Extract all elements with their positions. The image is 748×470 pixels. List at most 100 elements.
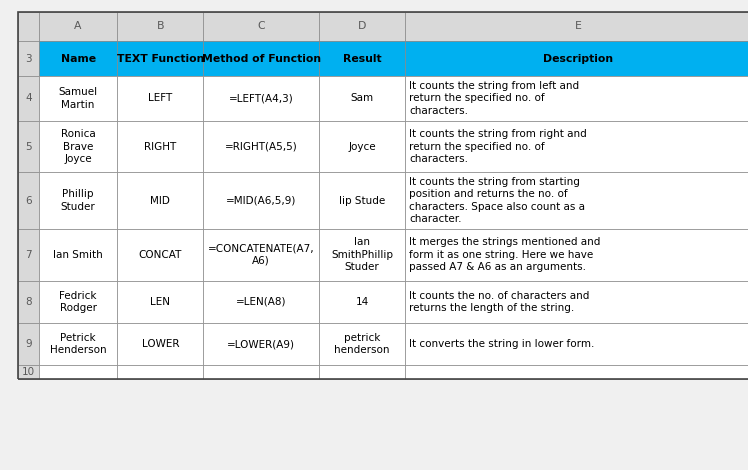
Text: 5: 5 <box>25 141 32 152</box>
Bar <box>117 172 203 229</box>
Bar <box>405 121 748 172</box>
Bar <box>19 41 39 76</box>
Bar <box>117 41 203 76</box>
Bar <box>39 41 117 76</box>
Text: petrick
henderson: petrick henderson <box>334 333 390 355</box>
Bar <box>319 323 405 365</box>
Bar <box>117 121 203 172</box>
Bar <box>39 121 117 172</box>
Bar <box>19 76 39 121</box>
Bar <box>203 41 319 76</box>
Text: Petrick
Henderson: Petrick Henderson <box>50 333 106 355</box>
Bar <box>405 229 748 281</box>
Bar <box>405 323 748 365</box>
Text: A: A <box>74 21 82 31</box>
Text: 8: 8 <box>25 297 32 307</box>
Bar <box>39 76 117 121</box>
Bar <box>203 172 319 229</box>
Text: Sam: Sam <box>350 94 373 103</box>
Bar <box>405 365 748 379</box>
Text: lip Stude: lip Stude <box>339 196 385 206</box>
Bar <box>405 12 748 41</box>
Text: Joyce: Joyce <box>348 141 375 152</box>
Bar <box>319 41 405 76</box>
Bar <box>405 281 748 323</box>
Text: Method of Function: Method of Function <box>201 54 321 63</box>
Bar <box>117 12 203 41</box>
Bar <box>19 121 39 172</box>
Bar <box>203 121 319 172</box>
Text: 10: 10 <box>22 367 35 377</box>
Text: Result: Result <box>343 54 381 63</box>
Bar <box>19 365 39 379</box>
Bar <box>319 76 405 121</box>
Bar <box>319 229 405 281</box>
Text: =LOWER(A9): =LOWER(A9) <box>227 339 295 349</box>
Bar <box>19 12 748 379</box>
Text: 14: 14 <box>355 297 369 307</box>
Text: Samuel
Martin: Samuel Martin <box>58 87 98 110</box>
Bar <box>39 172 117 229</box>
Text: Phillip
Studer: Phillip Studer <box>61 189 96 212</box>
Bar <box>19 172 39 229</box>
Bar <box>319 281 405 323</box>
Bar <box>117 229 203 281</box>
Bar <box>39 229 117 281</box>
Text: =RIGHT(A5,5): =RIGHT(A5,5) <box>224 141 298 152</box>
Bar <box>203 365 319 379</box>
Text: It counts the string from right and
return the specified no. of
characters.: It counts the string from right and retu… <box>409 129 587 164</box>
Text: 3: 3 <box>25 54 32 63</box>
Text: Ronica
Brave
Joyce: Ronica Brave Joyce <box>61 129 96 164</box>
Text: =LEN(A8): =LEN(A8) <box>236 297 286 307</box>
Text: D: D <box>358 21 367 31</box>
Bar <box>203 281 319 323</box>
Text: 9: 9 <box>25 339 32 349</box>
Bar <box>203 76 319 121</box>
Bar <box>117 365 203 379</box>
Text: C: C <box>257 21 265 31</box>
Text: E: E <box>575 21 582 31</box>
Text: =LEFT(A4,3): =LEFT(A4,3) <box>229 94 293 103</box>
Bar <box>19 281 39 323</box>
Text: LEFT: LEFT <box>148 94 172 103</box>
Bar <box>203 229 319 281</box>
Bar <box>319 121 405 172</box>
Text: 7: 7 <box>25 250 32 260</box>
Bar <box>405 41 748 76</box>
Text: LOWER: LOWER <box>141 339 179 349</box>
Text: Fedrick
Rodger: Fedrick Rodger <box>59 290 97 313</box>
Text: TEXT Function: TEXT Function <box>117 54 204 63</box>
Bar <box>19 12 39 41</box>
Bar <box>405 172 748 229</box>
Text: Name: Name <box>61 54 96 63</box>
Text: CONCAT: CONCAT <box>138 250 182 260</box>
Bar <box>19 323 39 365</box>
Text: Description: Description <box>543 54 613 63</box>
Text: It merges the strings mentioned and
form it as one string. Here we have
passed A: It merges the strings mentioned and form… <box>409 237 601 272</box>
Bar <box>319 12 405 41</box>
Bar <box>39 365 117 379</box>
Text: Ian Smith: Ian Smith <box>53 250 103 260</box>
Bar <box>19 229 39 281</box>
Bar <box>117 323 203 365</box>
Bar <box>117 281 203 323</box>
Text: =CONCATENATE(A7,
A6): =CONCATENATE(A7, A6) <box>208 243 314 266</box>
Text: It counts the string from starting
position and returns the no. of
characters. S: It counts the string from starting posit… <box>409 177 585 224</box>
Text: B: B <box>156 21 164 31</box>
Text: Ian
SmithPhillip
Studer: Ian SmithPhillip Studer <box>331 237 393 272</box>
Text: It converts the string in lower form.: It converts the string in lower form. <box>409 339 595 349</box>
Text: It counts the string from left and
return the specified no. of
characters.: It counts the string from left and retur… <box>409 81 580 116</box>
Bar <box>319 365 405 379</box>
Text: MID: MID <box>150 196 171 206</box>
Bar <box>405 76 748 121</box>
Bar <box>39 281 117 323</box>
Text: LEN: LEN <box>150 297 171 307</box>
Bar <box>39 323 117 365</box>
Text: =MID(A6,5,9): =MID(A6,5,9) <box>226 196 296 206</box>
Bar <box>319 172 405 229</box>
Bar <box>117 76 203 121</box>
Text: 4: 4 <box>25 94 32 103</box>
Text: It counts the no. of characters and
returns the length of the string.: It counts the no. of characters and retu… <box>409 290 589 313</box>
Bar <box>39 12 117 41</box>
Text: RIGHT: RIGHT <box>144 141 177 152</box>
